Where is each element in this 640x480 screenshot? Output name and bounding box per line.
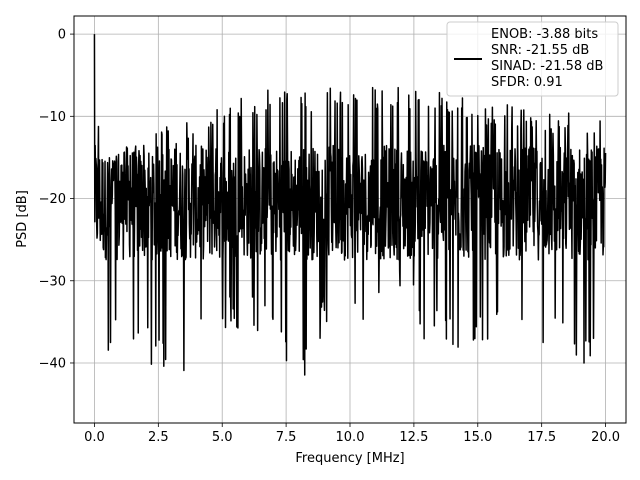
y-tick-label: −40 — [39, 356, 66, 371]
plot-frame — [73, 15, 627, 424]
x-tick-label: 7.5 — [276, 430, 297, 445]
y-axis-ticks: 0 −10 −20 −30 −40 — [39, 28, 74, 371]
psd-series — [93, 34, 607, 376]
x-tick-label: 15.0 — [463, 430, 492, 445]
y-tick-label: 0 — [58, 28, 66, 43]
psd-trace — [93, 34, 607, 376]
legend-box — [446, 21, 619, 97]
legend-entry-snr: SNR: -21.55 dB — [491, 43, 589, 58]
y-axis-label: PSD [dB] — [15, 190, 30, 248]
x-tick-label: 2.5 — [148, 430, 169, 445]
x-axis-label: Frequency [MHz] — [295, 451, 404, 466]
x-tick-label: 5.0 — [212, 430, 233, 445]
legend-entry-enob: ENOB: -3.88 bits — [491, 27, 598, 42]
legend-entry-sinad: SINAD: -21.58 dB — [491, 59, 603, 74]
legend: ENOB: -3.88 bits SNR: -21.55 dB SINAD: -… — [446, 21, 619, 97]
x-tick-label: 0.0 — [84, 430, 105, 445]
legend-entry-sfdr: SFDR: 0.91 — [491, 75, 563, 90]
x-tick-label: 17.5 — [527, 430, 556, 445]
x-tick-label: 20.0 — [591, 430, 620, 445]
x-tick-label: 12.5 — [399, 430, 428, 445]
y-tick-label: −10 — [39, 110, 66, 125]
y-tick-label: −20 — [39, 192, 66, 207]
x-tick-label: 10.0 — [336, 430, 365, 445]
y-tick-label: −30 — [39, 274, 66, 289]
x-axis-ticks: 0.0 2.5 5.0 7.5 10.0 12.5 15.0 17.5 20.0 — [84, 423, 620, 445]
